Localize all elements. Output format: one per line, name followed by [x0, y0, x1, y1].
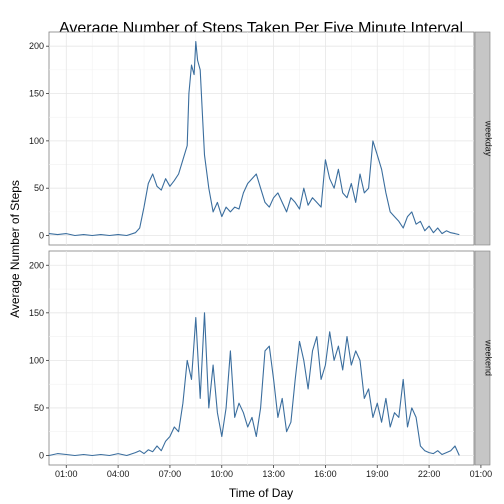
facet-strip: [474, 250, 491, 466]
x-tick-label: 01:00: [55, 469, 78, 479]
x-tick-label: 01:00: [470, 469, 493, 479]
x-tick-label: 19:00: [366, 469, 389, 479]
panel-weekday: 0 50 100 150 200 weekday: [29, 31, 494, 246]
y-tick-label: 100: [29, 136, 44, 146]
y-tick-label: 0: [39, 231, 44, 241]
facet-strip-label: weekday: [484, 120, 494, 157]
x-axis: 01:00 04:00 07:00 10:00 13:00 16:00 19:00 22:00…: [55, 465, 492, 479]
x-tick-label: 10:00: [210, 469, 233, 479]
panels: 0 50 100 150 200 weekday 0 50 100 150 200 weekend: [29, 31, 494, 466]
y-tick-label: 200: [29, 260, 44, 270]
y-tick-label: 150: [29, 308, 44, 318]
y-tick-label: 100: [29, 355, 44, 365]
x-tick-label: 07:00: [159, 469, 182, 479]
y-tick-label: 50: [34, 183, 44, 193]
y-tick-label: 200: [29, 41, 44, 51]
x-tick-label: 16:00: [314, 469, 337, 479]
y-tick-label: 0: [39, 450, 44, 460]
panel-frame: [48, 250, 475, 466]
series-line-weekend: [48, 312, 460, 457]
x-tick-label: 22:00: [418, 469, 441, 479]
y-tick-label: 50: [34, 403, 44, 413]
y-tick-label: 150: [29, 89, 44, 99]
series-line-weekday: [48, 40, 460, 237]
x-axis-title: Time of Day: [229, 486, 293, 500]
panel-weekend: 0 50 100 150 200 weekend: [29, 250, 494, 466]
facet-strip: [474, 31, 491, 246]
facet-strip-label: weekend: [484, 339, 494, 376]
x-tick-label: 04:00: [107, 469, 130, 479]
x-tick-label: 13:00: [262, 469, 285, 479]
y-axis-title: Average Number of Steps: [8, 180, 22, 318]
